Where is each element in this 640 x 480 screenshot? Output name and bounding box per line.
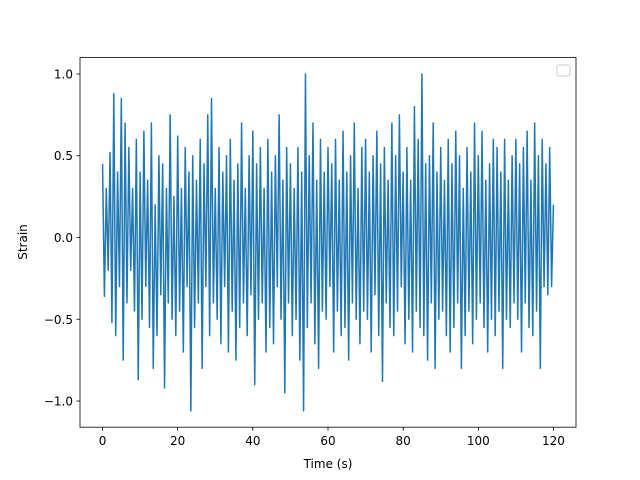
plot-area — [101, 73, 555, 412]
x-tick-label: 0 — [99, 434, 107, 448]
y-tick-label: 0.0 — [54, 231, 73, 245]
y-tick-label: 0.5 — [54, 149, 73, 163]
x-tick-label: 20 — [170, 434, 185, 448]
x-tick-label: 60 — [320, 434, 335, 448]
line-series — [101, 73, 555, 412]
x-tick-label: 100 — [467, 434, 490, 448]
x-tick-label: 40 — [245, 434, 260, 448]
legend-box — [556, 64, 571, 77]
x-axis-label: Time (s) — [303, 457, 353, 471]
x-tick-label: 120 — [542, 434, 565, 448]
x-tick-label: 80 — [396, 434, 411, 448]
y-tick-label: −1.0 — [44, 395, 73, 409]
y-tick-label: −0.5 — [44, 313, 73, 327]
y-axis-label: Strain — [16, 224, 30, 260]
y-tick-label: 1.0 — [54, 67, 73, 81]
